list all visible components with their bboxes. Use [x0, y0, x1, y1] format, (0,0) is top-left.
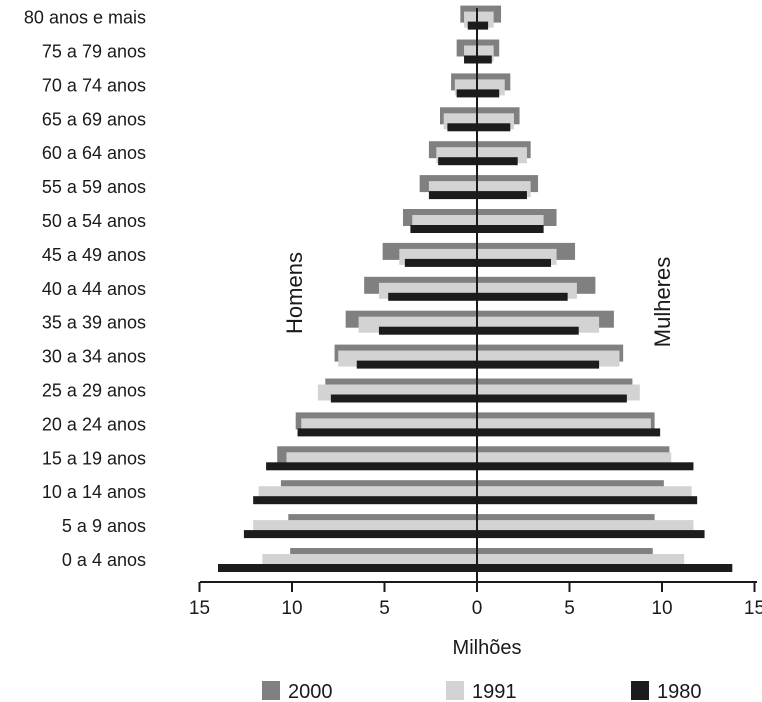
- bar-mulheres-1980: [477, 157, 518, 166]
- age-group-label: 20 a 24 anos: [42, 414, 146, 434]
- bar-homens-1980: [297, 428, 477, 437]
- legend-label-1980: 1980: [657, 681, 702, 702]
- age-group-label: 5 a 9 anos: [62, 516, 146, 536]
- bar-homens-1980: [410, 225, 477, 233]
- x-axis-label: Milhões: [453, 637, 522, 659]
- bar-mulheres-1980: [477, 258, 551, 267]
- bar-mulheres-1980: [477, 89, 500, 98]
- bar-homens-1980: [404, 258, 477, 267]
- age-group-label: 25 a 29 anos: [42, 381, 146, 401]
- age-group-label: 60 a 64 anos: [42, 143, 146, 163]
- x-tick-label: 5: [564, 598, 575, 619]
- x-tick-label: 10: [281, 598, 302, 619]
- bar-mulheres-1980: [477, 191, 527, 200]
- bar-homens-1980: [447, 123, 477, 132]
- x-tick-label: 15: [744, 598, 762, 619]
- bar-mulheres-1980: [477, 530, 705, 539]
- bar-homens-1980: [378, 326, 477, 335]
- bar-homens-1980: [388, 292, 477, 301]
- age-group-label: 45 a 49 anos: [42, 245, 146, 265]
- legend-swatch-1980: [631, 681, 649, 700]
- bar-mulheres-1980: [477, 55, 492, 64]
- bar-homens-1980: [456, 89, 477, 98]
- age-group-label: 40 a 44 anos: [42, 279, 146, 299]
- age-group-label: 75 a 79 anos: [42, 42, 146, 62]
- age-group-label: 70 a 74 anos: [42, 75, 146, 95]
- legend-swatch-2000: [262, 681, 280, 700]
- bar-homens-1980: [428, 191, 477, 200]
- x-tick-label: 5: [379, 598, 390, 619]
- bar-homens-1980: [464, 55, 477, 64]
- bar-mulheres-1980: [477, 462, 694, 471]
- age-group-label: 15 a 19 anos: [42, 448, 146, 468]
- bar-homens-1980: [438, 157, 477, 166]
- age-group-label: 55 a 59 anos: [42, 177, 146, 197]
- bar-homens-1980: [243, 530, 477, 539]
- bar-homens-1980: [253, 496, 477, 505]
- x-tick-label: 15: [189, 598, 210, 619]
- bar-homens-1980: [356, 360, 477, 369]
- bar-mulheres-1980: [477, 225, 544, 233]
- x-ticks-group: 15 10 5 0 5 10 15: [189, 582, 762, 619]
- bar-mulheres-1980: [477, 564, 733, 572]
- age-group-label: 35 a 39 anos: [42, 313, 146, 333]
- age-group-label: 80 anos e mais: [24, 8, 146, 28]
- bar-mulheres-1980: [477, 360, 600, 369]
- legend-swatch-1991: [446, 681, 464, 700]
- legend: 2000 1991 1980: [262, 681, 702, 702]
- bar-mulheres-1980: [477, 428, 661, 437]
- bar-mulheres-1980: [477, 123, 511, 132]
- bar-mulheres-1980: [477, 394, 627, 403]
- x-tick-label: 10: [651, 598, 672, 619]
- bar-homens-1980: [218, 564, 477, 572]
- bar-homens-1980: [330, 394, 477, 403]
- legend-label-1991: 1991: [472, 681, 517, 702]
- bar-mulheres-1980: [477, 496, 698, 505]
- right-side-label: Mulheres: [650, 257, 675, 347]
- age-group-label: 0 a 4 anos: [62, 550, 146, 570]
- legend-label-2000: 2000: [288, 681, 333, 702]
- bar-homens-1980: [467, 21, 477, 30]
- bar-mulheres-1980: [477, 21, 489, 30]
- age-group-label: 10 a 14 anos: [42, 482, 146, 502]
- bars-group: [218, 5, 733, 572]
- bar-homens-1980: [266, 462, 477, 471]
- age-group-label: 30 a 34 anos: [42, 347, 146, 367]
- x-tick-label: 0: [472, 598, 483, 619]
- bar-mulheres-1980: [477, 326, 579, 335]
- age-labels-group: 0 a 4 anos 5 a 9 anos 10 a 14 anos 15 a 19 …: [24, 8, 146, 570]
- bar-mulheres-1980: [477, 292, 568, 301]
- left-side-label: Homens: [282, 252, 307, 334]
- age-group-label: 50 a 54 anos: [42, 211, 146, 231]
- age-group-label: 65 a 69 anos: [42, 109, 146, 129]
